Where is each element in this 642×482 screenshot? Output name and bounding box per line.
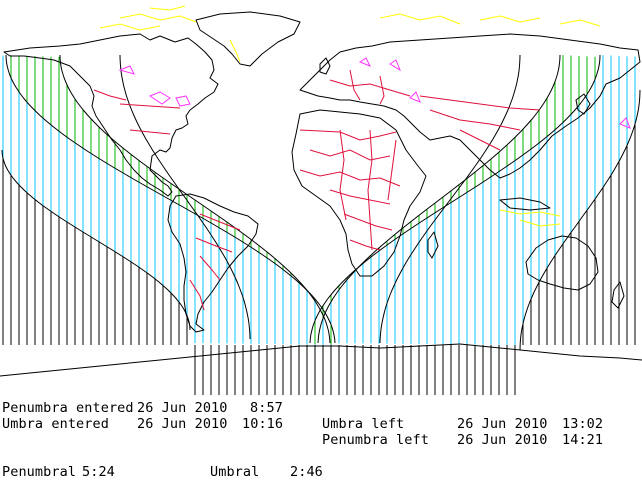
visibility-boundary-curves	[1, 54, 641, 351]
umbra-left-curve	[317, 54, 561, 344]
penumbra-entered-label: Penumbra entered	[2, 400, 134, 416]
australia-coast	[525, 235, 599, 291]
uk-coast	[319, 57, 331, 75]
moonset-umbra-curve	[519, 89, 641, 351]
penumbra-entered-time: 8:57	[250, 400, 283, 416]
penumbra-left-time: 14:21	[562, 432, 604, 448]
south-america-coast	[167, 193, 259, 333]
moonset-umbra-left-curve	[119, 54, 251, 340]
penumbra-left-date: 26 Jun 2010	[457, 432, 548, 448]
japan-coast	[575, 93, 591, 115]
new-zealand-coast	[611, 281, 625, 309]
antarctica-coast	[0, 343, 642, 377]
penumbra-left-curve	[309, 54, 601, 344]
umbral-duration-value: 2:46	[290, 464, 323, 480]
madagascar-coast	[427, 231, 439, 259]
penumbra-entered-date: 26 Jun 2010	[137, 400, 228, 416]
coastlines	[0, 11, 642, 377]
north-america-coast	[3, 33, 219, 197]
world-visibility-map	[0, 5, 642, 395]
penumbra-entered-curve	[5, 54, 336, 344]
lakes	[118, 57, 631, 129]
umbra-entered-time: 10:16	[242, 416, 284, 432]
penumbra-left-label: Penumbra left	[322, 432, 429, 448]
umbra-entered-date: 26 Jun 2010	[137, 416, 228, 432]
eurasia-coast	[299, 33, 641, 179]
greenland-coast	[195, 11, 301, 67]
indonesia-coast	[499, 197, 551, 211]
africa-coast	[291, 109, 427, 277]
moonset-penumbra-left-curve	[379, 54, 521, 344]
penumbral-duration-value: 5:24	[82, 464, 115, 480]
penumbral-duration-label: Penumbral	[2, 464, 77, 480]
umbral-phase-hatch	[10, 55, 596, 345]
country-borders	[93, 69, 541, 311]
umbral-duration-label: Umbral	[210, 464, 260, 480]
sea-ice	[99, 5, 601, 227]
umbra-left-time: 13:02	[562, 416, 604, 432]
penumbral-phase-hatch	[2, 55, 636, 345]
umbra-left-date: 26 Jun 2010	[457, 416, 548, 432]
moon-not-visible-hatch	[2, 55, 636, 395]
umbra-entered-curve	[59, 54, 331, 344]
moonset-penumbra-curve	[1, 149, 191, 331]
umbra-left-label: Umbra left	[322, 416, 405, 432]
umbra-entered-label: Umbra entered	[2, 416, 109, 432]
